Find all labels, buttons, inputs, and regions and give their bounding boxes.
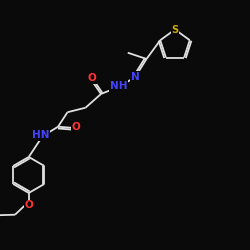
Text: O: O	[24, 200, 33, 210]
Text: NH: NH	[110, 81, 128, 91]
Text: N: N	[131, 72, 140, 82]
Text: HN: HN	[32, 130, 49, 140]
Text: O: O	[72, 122, 80, 132]
Text: O: O	[87, 74, 96, 84]
Text: S: S	[172, 24, 178, 34]
